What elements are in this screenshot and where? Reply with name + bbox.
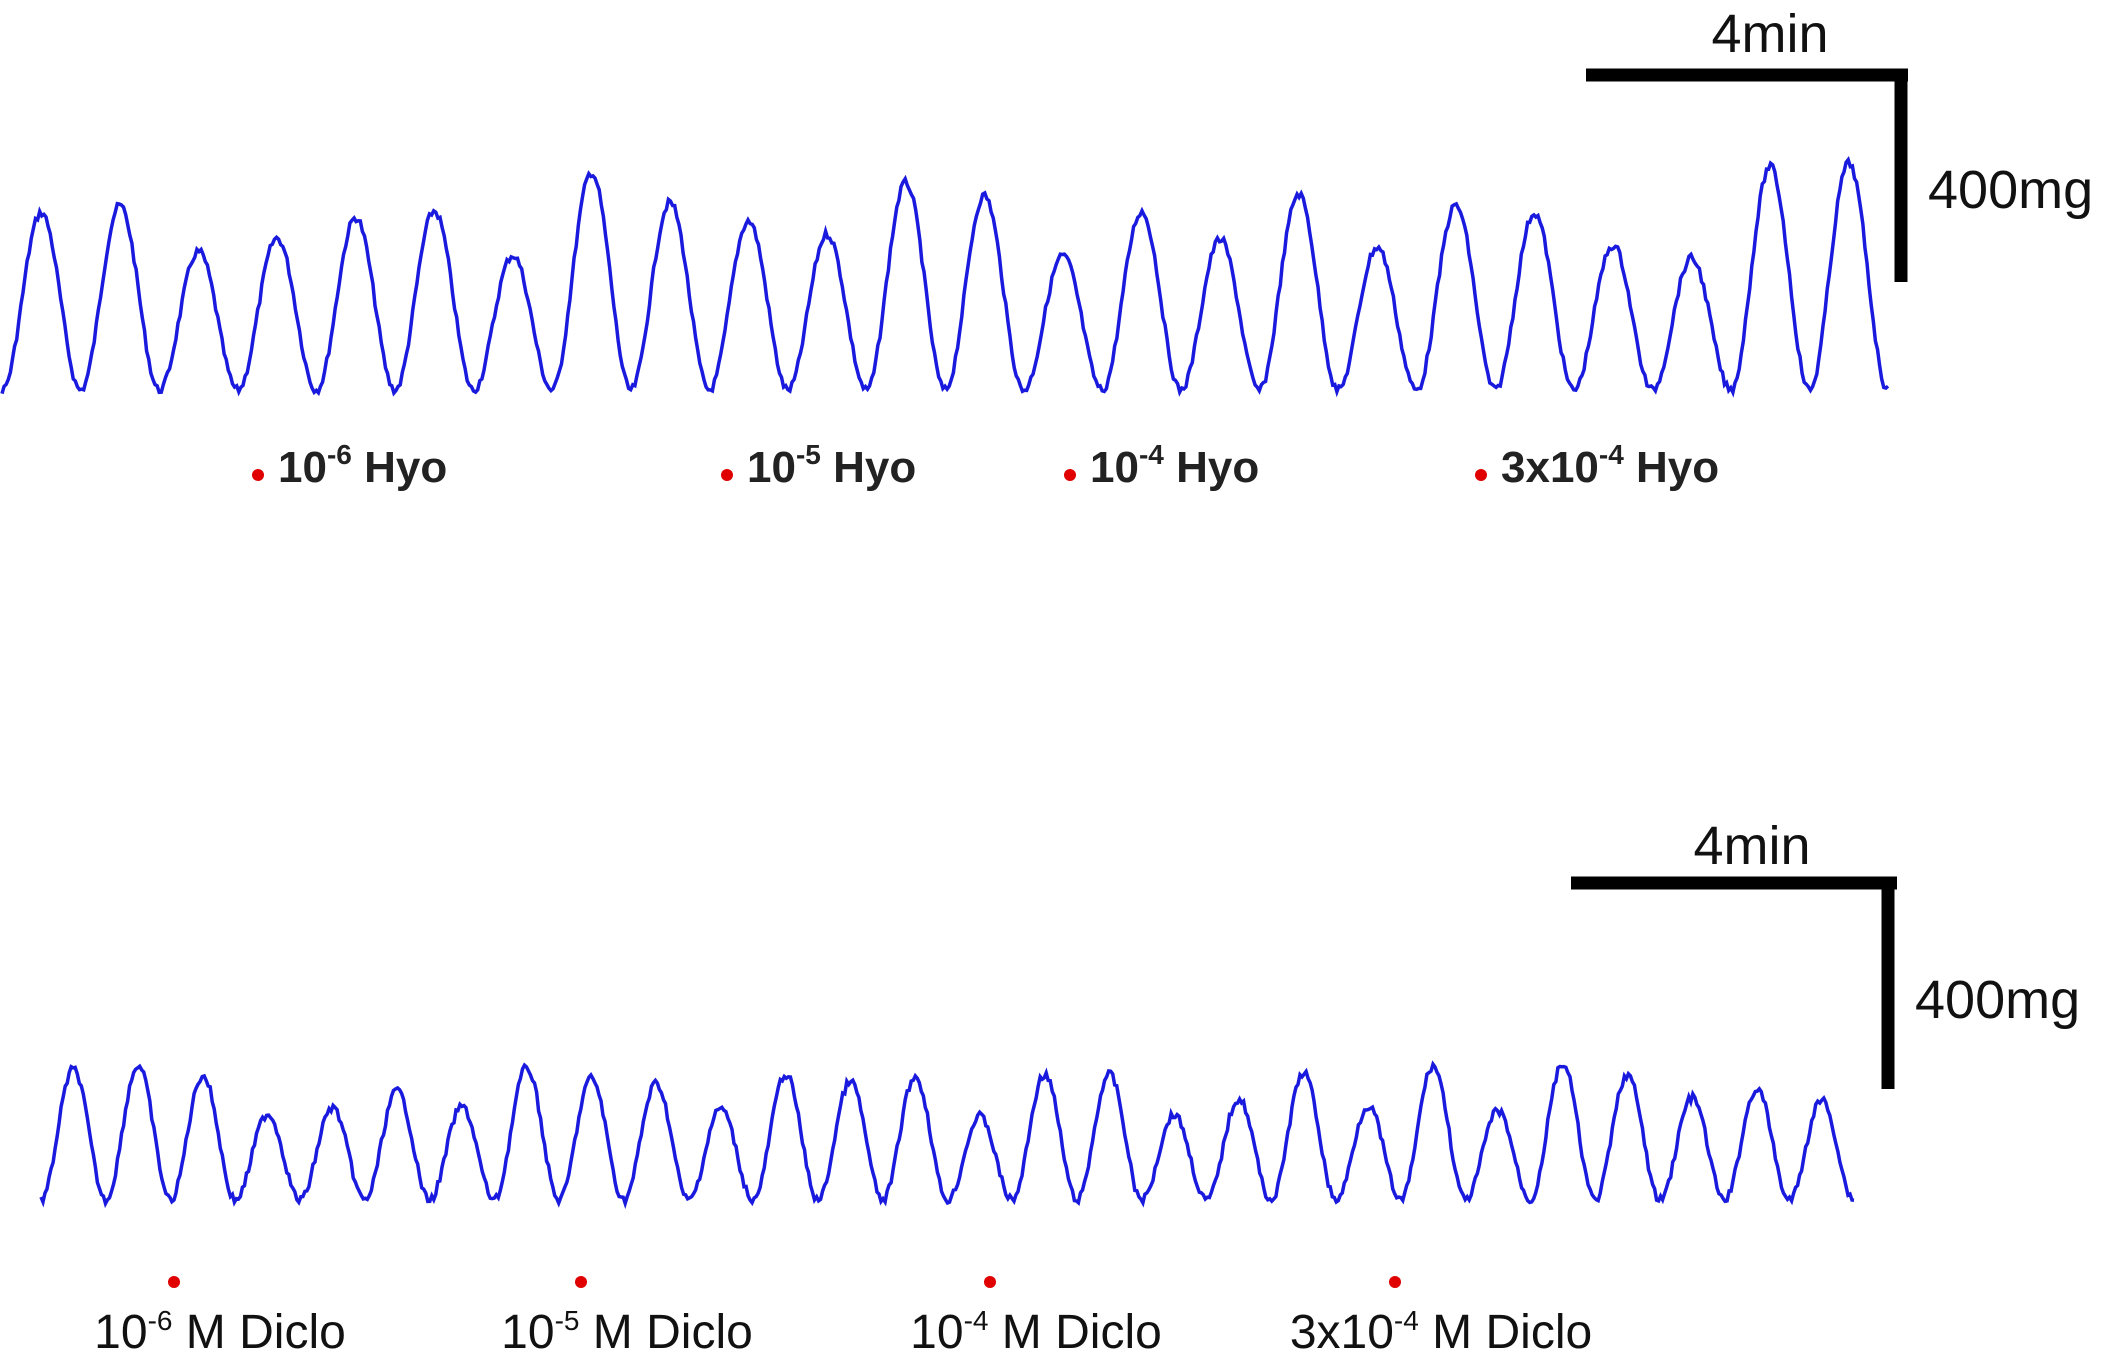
dose-dot (575, 1276, 587, 1288)
label-part: 3x10 (1501, 443, 1599, 492)
label-part: -5 (796, 439, 821, 470)
dose-label: 10-5 M Diclo (501, 1305, 753, 1355)
dose-label: 10-4 M Diclo (910, 1305, 1162, 1355)
label-part: -4 (1139, 439, 1164, 470)
dose-dot (721, 469, 733, 481)
label-part: 10 (278, 443, 327, 492)
scale-force: 400mg (1928, 160, 2093, 220)
trace (39, 1060, 1855, 1210)
label-part: M Diclo (579, 1306, 752, 1355)
scale-bar (1571, 876, 1897, 1089)
label-part: -5 (555, 1305, 580, 1336)
label-part: -6 (327, 439, 352, 470)
label-part: 10 (94, 1306, 147, 1355)
scale-bar (1586, 68, 1908, 282)
label-part: M Diclo (988, 1306, 1161, 1355)
dose-dot (168, 1276, 180, 1288)
dose-label: 3x10-4 M Diclo (1290, 1305, 1592, 1355)
dose-dot (1064, 469, 1076, 481)
label-part: 10 (747, 443, 796, 492)
scale-time: 4min (1693, 816, 1810, 876)
dose-label: 10-6 Hyo (278, 439, 447, 492)
dose-label: 3x10-4 Hyo (1501, 439, 1719, 492)
label-part: Hyo (821, 443, 916, 492)
label-part: M Diclo (1419, 1306, 1592, 1355)
label-part: 10 (910, 1306, 963, 1355)
label-part: M Diclo (172, 1306, 345, 1355)
label-part: 3x10 (1290, 1306, 1394, 1355)
label-part: 10 (501, 1306, 554, 1355)
label-part: -6 (148, 1305, 173, 1336)
label-part: Hyo (1624, 443, 1719, 492)
dose-label: 10-6 M Diclo (94, 1305, 346, 1355)
dose-dot (1389, 1276, 1401, 1288)
label-part: 10 (1090, 443, 1139, 492)
label-part: -4 (1599, 439, 1624, 470)
scale-time: 4min (1711, 4, 1828, 64)
scale-force: 400mg (1915, 970, 2080, 1030)
trace (0, 155, 1890, 398)
dose-dot (984, 1276, 996, 1288)
label-part: Hyo (352, 443, 447, 492)
dose-label: 10-4 Hyo (1090, 439, 1259, 492)
label-part: -4 (1394, 1305, 1419, 1336)
dose-dot (252, 469, 264, 481)
label-part: -4 (964, 1305, 989, 1336)
label-part: Hyo (1164, 443, 1259, 492)
dose-dot (1475, 469, 1487, 481)
dose-label: 10-5 Hyo (747, 439, 916, 492)
